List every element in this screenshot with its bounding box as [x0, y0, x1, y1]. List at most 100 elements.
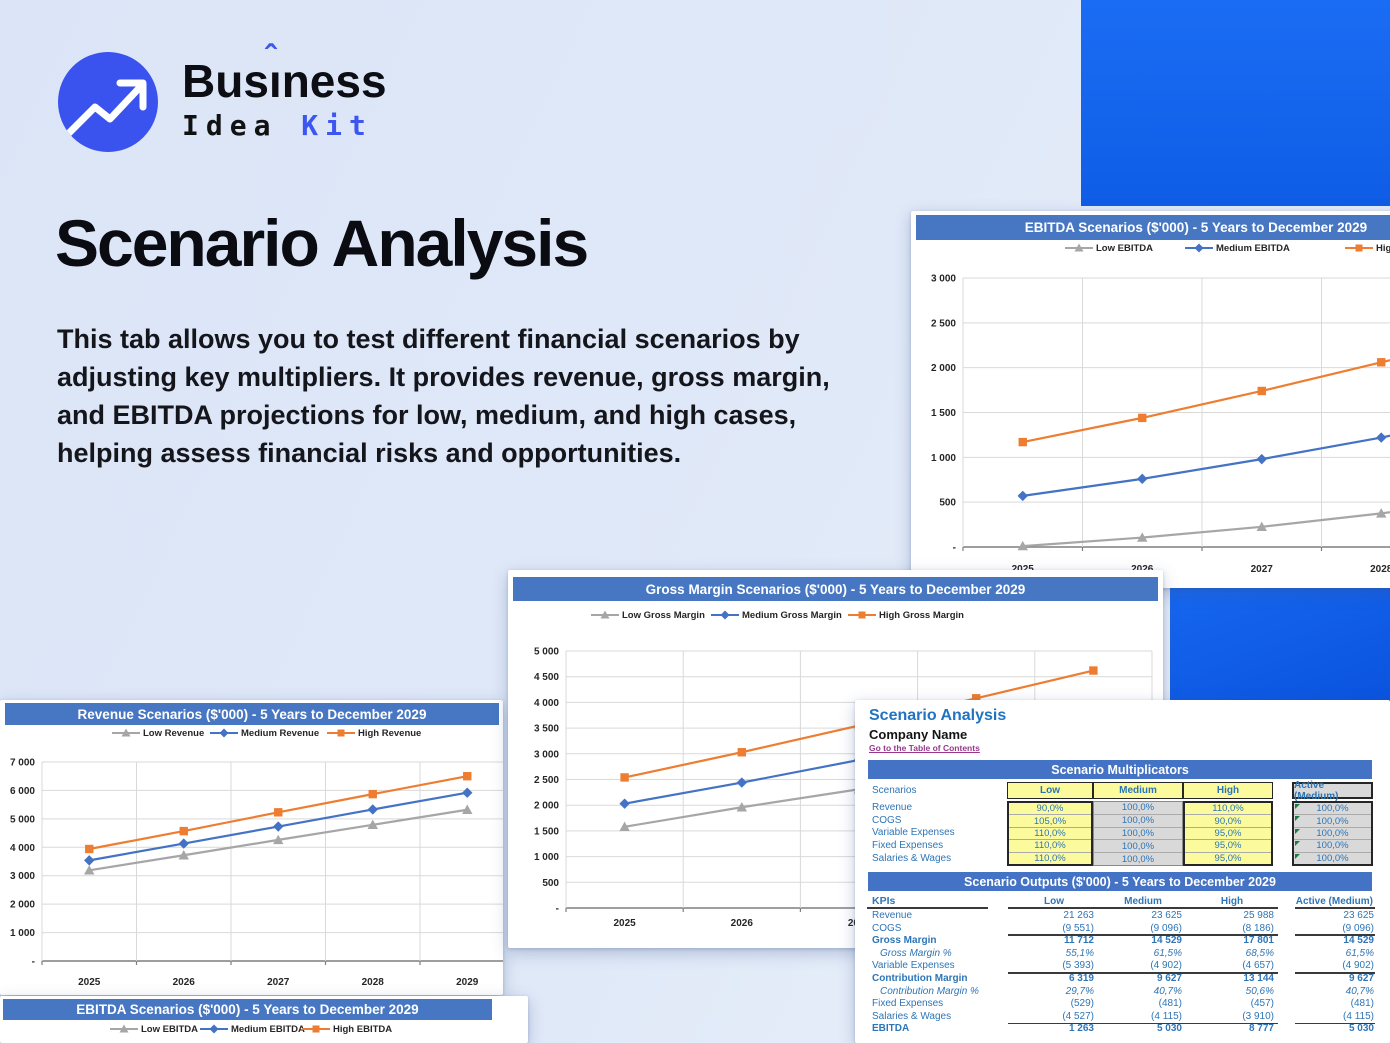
- svg-text:5 000: 5 000: [534, 647, 559, 658]
- multiplicator-cell-high[interactable]: 95,0%: [1185, 852, 1271, 865]
- svg-text:1 500: 1 500: [931, 408, 956, 419]
- triangle-marker: [84, 865, 95, 875]
- multiplicator-cell-low[interactable]: 110,0%: [1009, 852, 1091, 865]
- diamond-marker: [736, 777, 747, 788]
- diamond-marker: [1376, 432, 1387, 443]
- kpi-value: (9 551): [1062, 922, 1094, 934]
- legend-item: High EBITDA: [1345, 242, 1390, 254]
- decor-rect-top-right: [1081, 0, 1390, 206]
- svg-text:5 000: 5 000: [10, 814, 35, 825]
- kpi-value: (8 186): [1242, 922, 1274, 934]
- triangle-marker: [1017, 540, 1028, 551]
- svg-text:2 000: 2 000: [534, 801, 559, 812]
- legend-marker-icon: [591, 610, 619, 619]
- legend-item: Medium Gross Margin: [711, 609, 842, 621]
- kpi-value: 17 801: [1243, 935, 1274, 947]
- multiplicator-cell-high[interactable]: 110,0%: [1185, 803, 1271, 816]
- legend-label: Medium Gross Margin: [742, 609, 842, 621]
- legend-item: High Gross Margin: [848, 609, 964, 621]
- kpi-row: EBITDA 1 263 5 030 8 777 5 030: [855, 1023, 1390, 1036]
- kpi-value: (4 527): [1062, 1010, 1094, 1022]
- logo-caret: ˆ: [264, 39, 277, 77]
- legend-marker-icon: [1065, 243, 1093, 252]
- kpi-value: 5 030: [1348, 1023, 1374, 1035]
- kpi-value: (4 115): [1151, 1010, 1182, 1022]
- svg-text:2 500: 2 500: [534, 775, 559, 786]
- diamond-marker: [1256, 453, 1267, 465]
- revenue-plot: - 1 000 2 000 3 000 4 000 5 000 6 000 7 000 2025…: [10, 758, 503, 988]
- kpi-row: Fixed Expenses (529) (481) (457) (481): [855, 998, 1390, 1011]
- diamond-marker: [273, 821, 284, 832]
- sheet-title: Scenario Analysis: [869, 707, 1007, 724]
- multiplicator-cell-low[interactable]: 110,0%: [1009, 840, 1091, 853]
- kpi-value: (3 910): [1242, 1010, 1274, 1022]
- svg-text:2025: 2025: [613, 918, 636, 929]
- logo-line1: Bus ˆ ıness: [182, 39, 387, 107]
- multiplicator-cell-high[interactable]: 95,0%: [1185, 840, 1271, 853]
- column-header-active: Active (Medium): [1292, 780, 1373, 802]
- multiplicator-row-label: Salaries & Wages: [872, 852, 952, 864]
- multiplicator-cell-medium: 100,0%: [1094, 814, 1182, 828]
- table-of-contents-link[interactable]: Go to the Table of Contents: [869, 743, 980, 753]
- kpi-value: 50,6%: [1245, 985, 1274, 997]
- square-marker: [1018, 437, 1027, 447]
- multiplicator-cell-active: 100,0%: [1294, 815, 1371, 828]
- square-marker: [274, 808, 283, 817]
- svg-text:2026: 2026: [1131, 564, 1154, 575]
- legend-label: Medium EBITDA: [231, 1023, 305, 1035]
- kpi-value: 5 030: [1156, 1023, 1182, 1035]
- multiplicator-cell-high[interactable]: 95,0%: [1185, 827, 1271, 841]
- multiplicator-cell-medium: 100,0%: [1094, 827, 1182, 841]
- multiplicator-cell-low[interactable]: 105,0%: [1009, 815, 1091, 828]
- kpi-value: 25 988: [1243, 910, 1274, 921]
- svg-text:2 000: 2 000: [10, 900, 35, 911]
- scenarios-row-label: Scenarios: [872, 785, 917, 796]
- kpi-value: (457): [1250, 998, 1274, 1010]
- chart-title-bar: Revenue Scenarios ($'000) - 5 Years to D…: [5, 703, 499, 725]
- square-marker: [463, 772, 472, 781]
- page-description: This tab allows you to test different fi…: [57, 324, 830, 469]
- legend-item: High EBITDA: [302, 1023, 392, 1035]
- triangle-marker: [119, 1024, 129, 1033]
- multiplicator-cell-high[interactable]: 90,0%: [1185, 815, 1271, 828]
- diamond-marker: [1137, 473, 1148, 485]
- multiplicator-cell-low[interactable]: 110,0%: [1009, 827, 1091, 841]
- logo-line2: Idea Kit: [182, 109, 373, 142]
- kpi-value: (481): [1350, 998, 1374, 1010]
- legend-label: Medium EBITDA: [1216, 242, 1290, 254]
- kpi-value: (4 115): [1343, 1010, 1374, 1022]
- legend-marker-icon: [210, 728, 238, 738]
- svg-text:6 000: 6 000: [10, 786, 35, 797]
- svg-text:3 000: 3 000: [534, 749, 559, 760]
- square-marker: [1355, 244, 1363, 252]
- kpi-value: 23 625: [1343, 910, 1374, 921]
- square-marker: [85, 844, 94, 854]
- multiplicator-cell-low[interactable]: 90,0%: [1009, 803, 1091, 816]
- kpi-header-medium: Medium: [1124, 896, 1162, 907]
- header-underline: [1008, 907, 1278, 909]
- square-marker: [620, 773, 629, 782]
- kpi-value: 61,5%: [1345, 947, 1374, 959]
- header-underline: [867, 907, 988, 909]
- kpi-row: Contribution Margin 6 319 9 627 13 144 9 627: [855, 973, 1390, 986]
- multiplicator-column-low: 90,0% 105,0% 110,0% 110,0% 110,0%: [1007, 801, 1093, 866]
- legend-item: Low Revenue: [112, 727, 204, 739]
- triangle-marker: [178, 850, 189, 860]
- square-marker: [179, 826, 188, 836]
- multiplicator-row-label: Fixed Expenses: [872, 840, 944, 852]
- kpi-row: Gross Margin 11 712 14 529 17 801 14 529: [855, 935, 1390, 948]
- row-underline: [1008, 1022, 1278, 1024]
- triangle-marker: [1256, 521, 1267, 532]
- legend-label: High Revenue: [358, 727, 422, 739]
- kpi-row: Salaries & Wages (4 527) (4 115) (3 910) (4 …: [855, 1011, 1390, 1024]
- triangle-marker: [600, 610, 610, 619]
- svg-text:1 000: 1 000: [931, 453, 956, 464]
- legend-marker-icon: [110, 1024, 138, 1033]
- decor-rect-mid-right: [1170, 588, 1390, 701]
- trend-arrow-icon: [58, 52, 158, 152]
- kpi-value: (9 096): [1342, 922, 1374, 934]
- svg-text:-: -: [953, 543, 956, 554]
- legend-item: Medium EBITDA: [1185, 242, 1290, 254]
- multiplicator-cell-active: 100,0%: [1294, 827, 1371, 841]
- kpi-header-active: Active (Medium): [1295, 896, 1373, 907]
